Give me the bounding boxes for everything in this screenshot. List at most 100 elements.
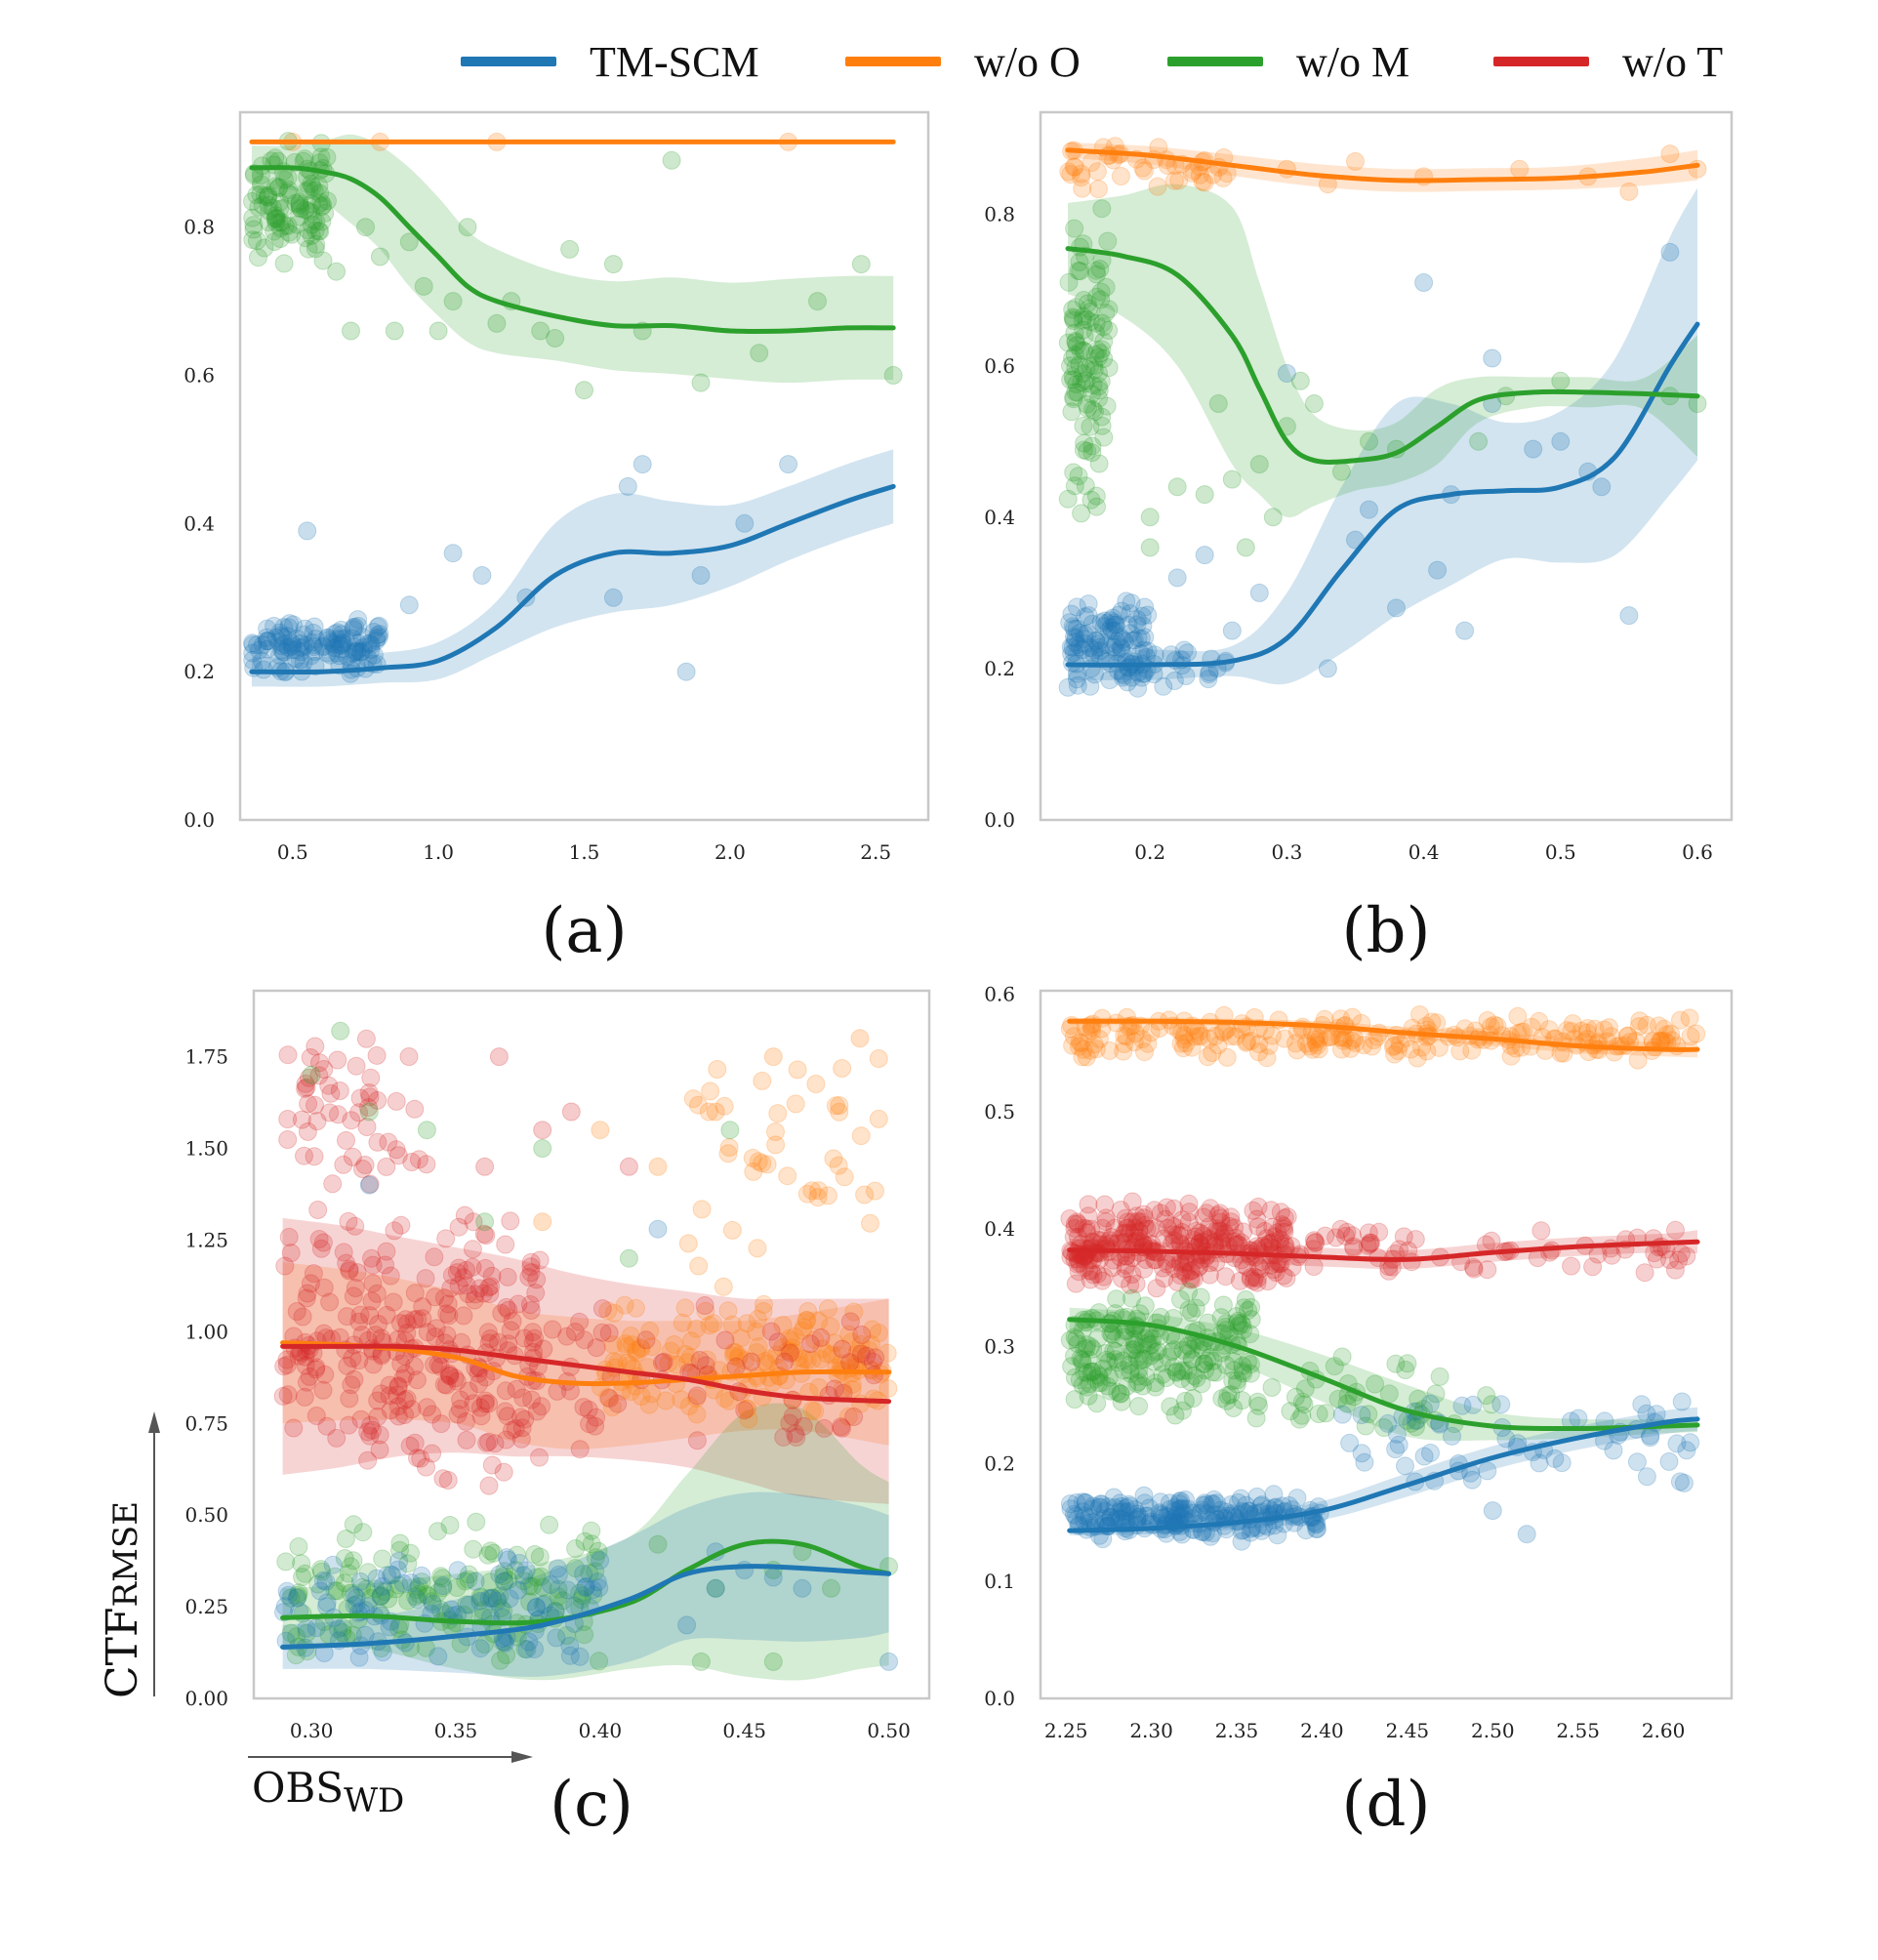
- scatter-point: [498, 1267, 517, 1286]
- scatter-point: [300, 1068, 318, 1087]
- scatter-point: [1164, 1340, 1183, 1360]
- scatter-point: [348, 633, 368, 653]
- scatter-point: [1282, 1237, 1301, 1256]
- scatter-point: [1257, 1048, 1277, 1068]
- scatter-point: [1067, 298, 1086, 317]
- scatter-point: [1065, 157, 1084, 177]
- scatter-point: [322, 633, 342, 652]
- scatter-point: [1101, 1381, 1121, 1401]
- scatter-point: [409, 1150, 429, 1169]
- scatter-point: [1244, 1201, 1263, 1220]
- scatter-point: [259, 213, 278, 232]
- scatter-point: [1562, 1022, 1581, 1041]
- scatter-point: [1539, 1020, 1559, 1040]
- scatter-point: [1410, 1005, 1429, 1024]
- scatter-point: [1478, 1260, 1497, 1280]
- scatter-point: [1259, 1499, 1279, 1519]
- scatter-point: [363, 1420, 382, 1440]
- scatter-point: [1129, 1360, 1149, 1379]
- x-tick-label: 2.30: [1129, 1719, 1173, 1742]
- scatter-point: [1101, 611, 1121, 631]
- scatter-point: [1182, 1038, 1202, 1057]
- scatter-point: [1263, 1217, 1283, 1237]
- scatter-point: [296, 200, 315, 220]
- scatter-point: [371, 1587, 390, 1606]
- scatter-point: [735, 513, 755, 533]
- scatter-point: [1153, 1258, 1172, 1278]
- scatter-point: [851, 255, 871, 274]
- scatter-point: [457, 1430, 476, 1450]
- scatter-point: [851, 1334, 871, 1354]
- scatter-point: [1089, 1029, 1109, 1048]
- scatter-point: [1072, 373, 1091, 392]
- scatter-point: [370, 625, 389, 644]
- scatter-point: [615, 1295, 634, 1315]
- scatter-point: [521, 1263, 541, 1283]
- scatter-point: [1088, 1264, 1107, 1284]
- scatter-point: [1343, 1007, 1362, 1027]
- scatter-w-o-t: [1060, 1192, 1696, 1298]
- scatter-point: [299, 239, 318, 259]
- x-tick-label: 1.0: [423, 840, 454, 864]
- scatter-point: [1204, 165, 1222, 184]
- y-tick-label: 0.5: [984, 1100, 1015, 1123]
- scatter-point: [1304, 394, 1324, 413]
- scatter-point: [423, 1594, 442, 1613]
- scatter-point: [375, 1582, 394, 1602]
- scatter-point: [274, 642, 294, 662]
- scatter-point: [1428, 560, 1448, 580]
- scatter-point: [1178, 643, 1197, 663]
- scatter-point: [1169, 1499, 1189, 1519]
- legend-item-wo-m: w/o M: [1167, 38, 1409, 86]
- scatter-point: [318, 631, 338, 650]
- scatter-point: [368, 1391, 388, 1410]
- legend-label-tm-scm: TM-SCM: [590, 37, 759, 86]
- scatter-point: [1210, 1204, 1230, 1223]
- scatter-point: [299, 1094, 318, 1114]
- scatter-point: [1120, 1496, 1139, 1516]
- scatter-point: [395, 1391, 415, 1409]
- plot-frame: [238, 110, 930, 822]
- scatter-point: [1208, 1219, 1227, 1239]
- scatter-point: [361, 640, 381, 660]
- scatter-point: [1066, 1506, 1085, 1526]
- scatter-point: [1681, 1433, 1700, 1452]
- scatter-point: [1325, 1357, 1344, 1376]
- scatter-point: [471, 1407, 491, 1426]
- scatter-point: [1630, 1011, 1650, 1031]
- scatter-point: [287, 1588, 306, 1608]
- scatter-point: [1178, 1361, 1198, 1380]
- scatter-point: [1220, 1216, 1240, 1236]
- scatter-point: [281, 1623, 301, 1643]
- scatter-point: [1065, 1346, 1083, 1366]
- scatter-point: [1275, 1029, 1294, 1048]
- scatter-point: [498, 1407, 517, 1426]
- scatter-point: [787, 1428, 806, 1447]
- scatter-point: [274, 634, 294, 654]
- confidence-band-w-o-m: [282, 1403, 889, 1681]
- scatter-point: [829, 1346, 848, 1366]
- scatter-point: [1557, 1021, 1576, 1041]
- scatter-point: [1235, 1298, 1254, 1318]
- scatter-point: [1248, 1392, 1267, 1411]
- scatter-point: [347, 1595, 366, 1613]
- scatter-point: [1097, 613, 1117, 633]
- scatter-point: [464, 1539, 483, 1559]
- scatter-point: [1063, 617, 1082, 636]
- scatter-point: [527, 1598, 547, 1616]
- scatter-point: [1127, 615, 1147, 634]
- scatter-point: [1123, 668, 1142, 687]
- scatter-point: [1091, 372, 1111, 391]
- scatter-point: [379, 1589, 398, 1609]
- x-tick-label: 2.60: [1642, 1719, 1686, 1742]
- scatter-point: [1159, 1347, 1177, 1367]
- scatter-point: [280, 614, 300, 633]
- scatter-point: [1091, 282, 1111, 302]
- scatter-point: [1193, 1225, 1212, 1245]
- scatter-point: [532, 1397, 551, 1416]
- scatter-point: [324, 638, 344, 658]
- scatter-point: [259, 195, 278, 215]
- scatter-point: [847, 1341, 867, 1361]
- scatter-point: [1110, 628, 1129, 647]
- scatter-point: [1087, 497, 1106, 516]
